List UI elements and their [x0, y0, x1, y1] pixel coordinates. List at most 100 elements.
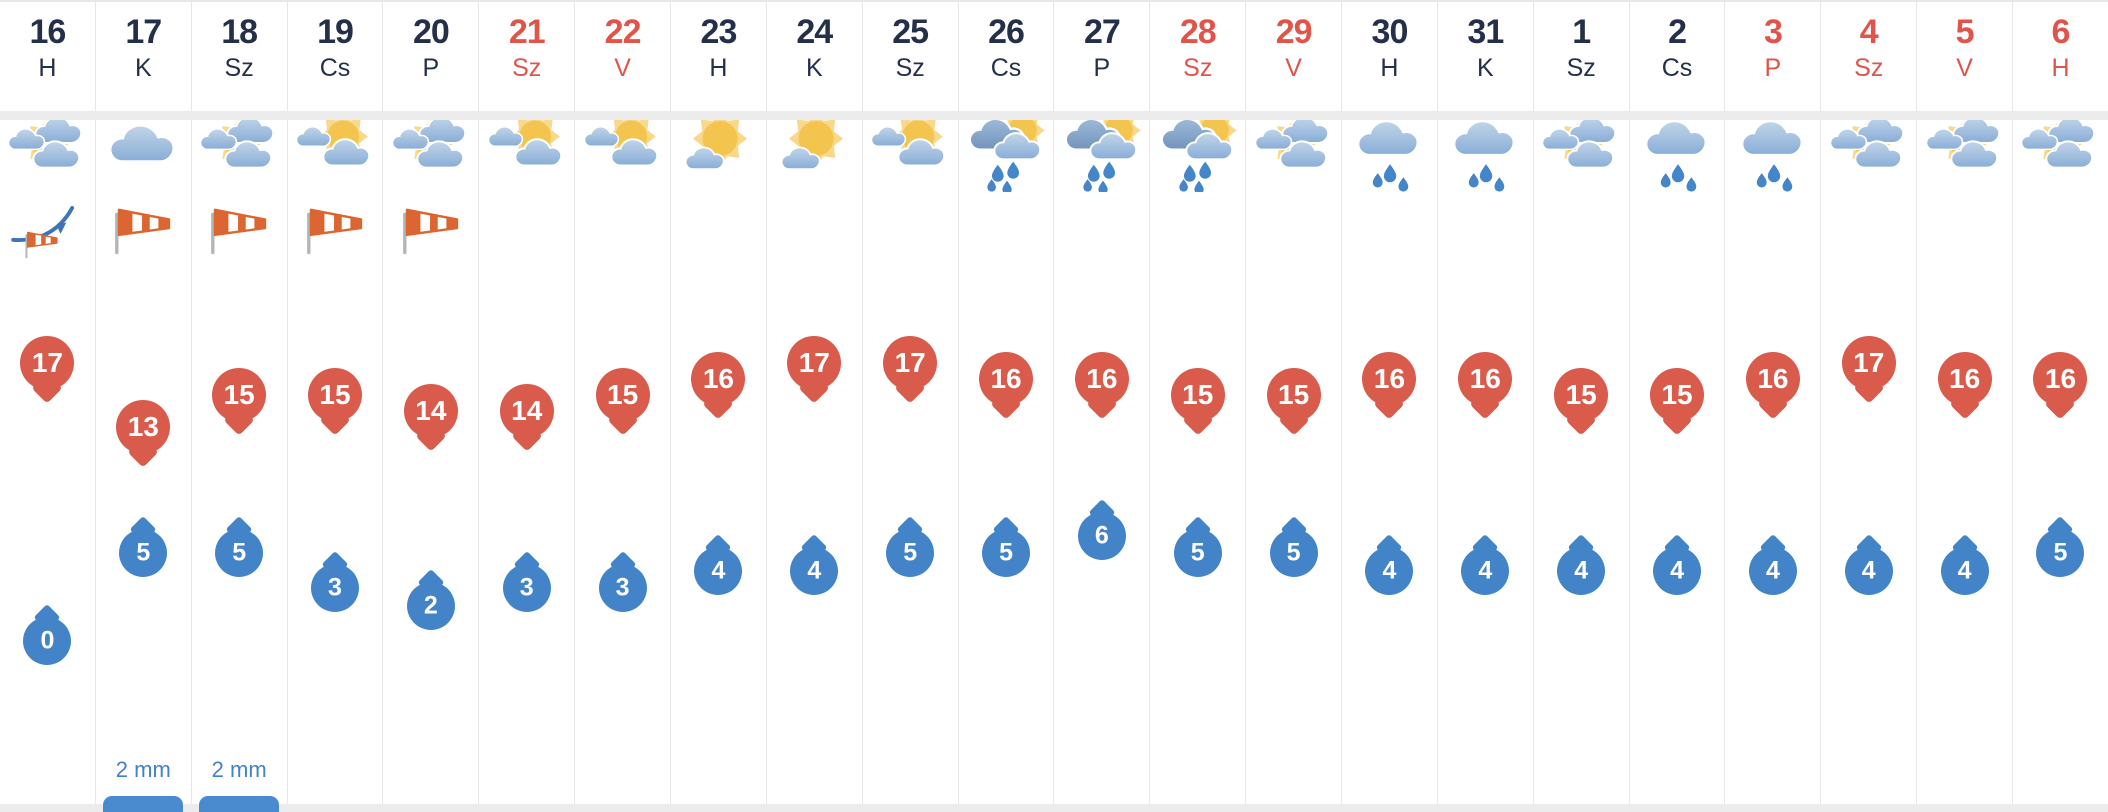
max-temp-pin: 15 [1650, 368, 1705, 422]
max-temp-pin: 14 [403, 384, 458, 438]
day-header[interactable]: 19 Cs [288, 0, 383, 111]
precip-bar [199, 796, 280, 812]
min-temp-value: 4 [1478, 556, 1493, 584]
day-header[interactable]: 6 H [2013, 0, 2108, 111]
max-temp-value: 16 [1949, 363, 1981, 394]
max-temp-value: 16 [702, 363, 735, 394]
day-column[interactable]: 6 H 16 5 [2013, 0, 2108, 812]
bottom-divider [0, 804, 2108, 812]
max-temp-value: 16 [1373, 363, 1406, 394]
precip-amount-label: 2 mm [211, 757, 267, 782]
day-header[interactable]: 27 P [1054, 0, 1149, 111]
day-column[interactable]: 28 Sz 15 5 [1150, 0, 1247, 812]
min-temp-value: 3 [615, 573, 630, 602]
min-temp-drop: 4 [1653, 546, 1702, 595]
day-header[interactable]: 29 V [1246, 0, 1341, 111]
day-column[interactable]: 1 Sz 15 4 [1533, 0, 1630, 812]
min-temp-value: 4 [807, 556, 822, 584]
day-header[interactable]: 30 H [1342, 0, 1437, 111]
day-column[interactable]: 23 H 16 4 [671, 0, 767, 812]
day-header[interactable]: 5 V [1917, 0, 2012, 111]
day-column[interactable]: 31 K 16 4 [1437, 0, 1534, 812]
day-header[interactable]: 20 P [383, 0, 478, 111]
day-abbreviation: K [1476, 54, 1494, 82]
day-header[interactable]: 1 Sz [1534, 0, 1629, 111]
day-column[interactable]: 20 P 14 2 [383, 0, 480, 812]
day-header[interactable]: 26 Cs [959, 0, 1054, 111]
day-number: 23 [700, 13, 738, 51]
day-column[interactable]: 3 P 16 4 [1725, 0, 1822, 812]
cloud-sun-cloud-icon [1925, 114, 2004, 192]
rain-icon [1446, 114, 1524, 192]
day-column[interactable]: 18 Sz 15 5 2 mm [191, 0, 288, 812]
day-abbreviation: V [614, 54, 631, 82]
day-abbreviation: Sz [1183, 54, 1213, 82]
max-temp-value: 15 [1565, 379, 1597, 410]
max-temp-value: 14 [511, 395, 543, 426]
day-header[interactable]: 25 Sz [863, 0, 958, 111]
day-header[interactable]: 4 Sz [1821, 0, 1916, 111]
min-temp-value: 4 [1765, 556, 1780, 584]
cloud-sun-cloud-icon [8, 114, 86, 192]
day-column[interactable]: 16 H 17 0 [0, 0, 96, 812]
min-temp-drop: 5 [1173, 529, 1222, 577]
max-temp-pin: 17 [1841, 336, 1896, 390]
day-header[interactable]: 18 Sz [192, 0, 287, 111]
windsock-icon [400, 206, 462, 261]
min-temp-value: 5 [999, 538, 1013, 567]
min-temp-drop: 4 [1365, 546, 1414, 595]
min-temp-drop: 3 [502, 564, 551, 612]
day-header[interactable]: 16 H [0, 0, 95, 111]
day-abbreviation: Sz [1566, 54, 1596, 82]
sun-cloud-icon [295, 111, 374, 192]
day-header[interactable]: 3 P [1725, 0, 1820, 111]
day-column[interactable]: 5 V 16 4 [1917, 0, 2014, 812]
day-header[interactable]: 2 Cs [1630, 0, 1725, 111]
day-column[interactable]: 2 Cs 15 4 [1629, 0, 1726, 812]
day-header[interactable]: 28 Sz [1150, 0, 1245, 111]
day-header[interactable]: 22 V [575, 0, 670, 111]
max-temp-value: 14 [415, 395, 447, 426]
rain-sun-icon [1063, 108, 1141, 195]
day-number: 19 [317, 13, 354, 51]
day-header[interactable]: 21 Sz [479, 0, 574, 111]
day-header[interactable]: 31 K [1438, 0, 1533, 111]
day-column[interactable]: 30 H 16 4 [1342, 0, 1438, 812]
min-temp-drop: 2 [406, 581, 455, 630]
day-column[interactable]: 17 K 13 5 2 mm [95, 0, 192, 812]
max-temp-pin: 16 [1937, 352, 1992, 406]
sunny-cloud-icon [775, 111, 853, 192]
day-header[interactable]: 17 K [96, 0, 191, 111]
day-column[interactable]: 22 V 15 3 [575, 0, 672, 812]
min-temp-drop: 6 [1077, 511, 1126, 560]
day-column[interactable]: 25 Sz 17 5 [862, 0, 959, 812]
day-column[interactable]: 24 K 17 4 [766, 0, 863, 812]
min-temp-value: 0 [40, 626, 55, 654]
day-number: 5 [1955, 13, 1975, 51]
day-abbreviation: V [1285, 54, 1302, 82]
day-column[interactable]: 26 Cs 16 5 [958, 0, 1055, 812]
max-temp-pin: 17 [883, 336, 938, 390]
rain-icon [1638, 114, 1716, 192]
cloud-sun-cloud-icon [1254, 114, 1333, 192]
day-number: 30 [1371, 13, 1409, 51]
day-abbreviation: K [134, 54, 152, 82]
day-column[interactable]: 19 Cs 15 3 [287, 0, 384, 812]
day-header[interactable]: 24 K [767, 0, 862, 111]
day-column[interactable]: 21 Sz 14 3 [479, 0, 576, 812]
day-column[interactable]: 29 V 15 5 [1246, 0, 1343, 812]
sun-cloud-icon [870, 111, 949, 192]
day-abbreviation: H [38, 54, 57, 82]
max-temp-pin: 15 [212, 368, 267, 422]
min-temp-drop: 4 [1940, 546, 1989, 595]
day-column[interactable]: 27 P 16 6 [1054, 0, 1151, 812]
max-temp-pin: 17 [787, 336, 842, 390]
max-temp-value: 15 [319, 379, 351, 410]
max-temp-pin: 17 [20, 336, 75, 390]
day-header[interactable]: 23 H [671, 0, 766, 111]
min-temp-value: 4 [1957, 556, 1972, 584]
day-column[interactable]: 4 Sz 17 4 [1821, 0, 1918, 812]
max-temp-value: 17 [798, 347, 830, 378]
min-temp-drop: 4 [1748, 546, 1797, 595]
